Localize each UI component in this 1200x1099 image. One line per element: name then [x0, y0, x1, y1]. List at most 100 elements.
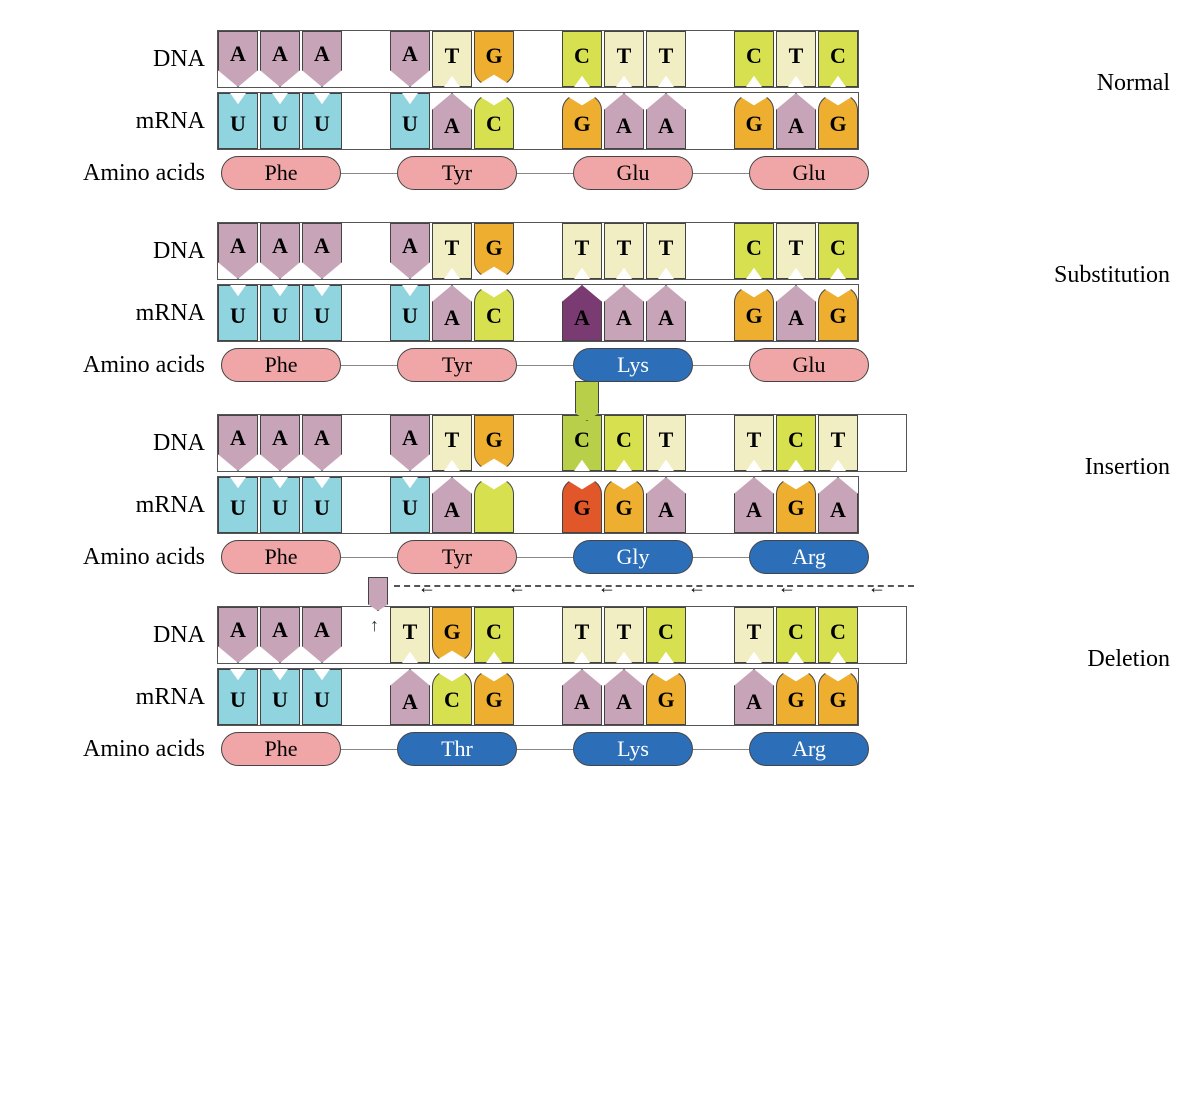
dna-base: A — [218, 607, 258, 663]
aa-label: Amino acids — [40, 352, 217, 379]
mrna-base: A — [646, 285, 686, 341]
dna-base: C — [818, 607, 858, 663]
dna-base: C — [776, 415, 816, 471]
panel-normal: DNAAAAATGCTTCTCmRNAUUUUACGAAGAGAmino aci… — [40, 30, 1160, 190]
mrna-base: G — [562, 477, 602, 533]
mrna-base: U — [302, 93, 342, 149]
mrna-strip: UUUUACGAAGAG — [217, 92, 859, 150]
dna-base: C — [562, 31, 602, 87]
mrna-base: U — [218, 477, 258, 533]
dna-base: T — [646, 31, 686, 87]
aa-connector — [517, 749, 573, 750]
mrna-base: A — [734, 669, 774, 725]
mrna-base: A — [432, 93, 472, 149]
amino-acid-pill: Arg — [749, 540, 869, 574]
amino-acid-pill: Phe — [221, 156, 341, 190]
dna-base: T — [734, 607, 774, 663]
panel-title: Insertion — [1085, 454, 1170, 481]
dna-base: A — [218, 223, 258, 279]
dna-base: C — [776, 607, 816, 663]
amino-acid-pill: Tyr — [397, 348, 517, 382]
mrna-base: A — [390, 669, 430, 725]
mrna-base: U — [218, 93, 258, 149]
aa-connector — [517, 173, 573, 174]
dna-base: A — [218, 415, 258, 471]
shift-arrow-icon: ← — [508, 577, 526, 598]
amino-acid-pill: Phe — [221, 540, 341, 574]
aa-label: Amino acids — [40, 160, 217, 187]
aa-track: PheTyrGlyArg — [221, 540, 869, 574]
dna-base: A — [218, 31, 258, 87]
mrna-base: A — [776, 285, 816, 341]
dna-base: G — [474, 31, 514, 87]
dna-base: T — [562, 223, 602, 279]
shift-arrow-icon: ← — [778, 577, 796, 598]
aa-connector — [693, 749, 749, 750]
dna-base: A — [302, 223, 342, 279]
mrna-base: A — [562, 669, 602, 725]
mrna-strip: UUUACGAAGAGG — [217, 668, 859, 726]
aa-connector — [341, 557, 397, 558]
dna-base: A — [260, 415, 300, 471]
mrna-base: G — [818, 285, 858, 341]
amino-acid-pill: Glu — [749, 348, 869, 382]
dna-base: A — [302, 415, 342, 471]
dna-base: A — [302, 607, 342, 663]
shift-arrow-icon: ← — [598, 577, 616, 598]
insertion-marker-icon — [575, 381, 599, 421]
dna-base: T — [646, 415, 686, 471]
amino-acid-pill: Phe — [221, 732, 341, 766]
mrna-base: G — [734, 93, 774, 149]
dna-base: T — [390, 607, 430, 663]
mrna-base: C — [474, 93, 514, 149]
dna-strip: AAAATGCCTTCT — [217, 414, 907, 472]
mrna-base: A — [646, 93, 686, 149]
dna-base: C — [474, 607, 514, 663]
dna-base: T — [604, 223, 644, 279]
aa-connector — [341, 749, 397, 750]
mrna-base: U — [260, 477, 300, 533]
shift-arrow-icon: ← — [868, 577, 886, 598]
mrna-base: A — [776, 93, 816, 149]
amino-acid-pill: Lys — [573, 732, 693, 766]
dna-base: C — [818, 223, 858, 279]
aa-connector — [341, 173, 397, 174]
mrna-strip: UUUUA GGAAGA — [217, 476, 859, 534]
amino-acid-pill: Tyr — [397, 156, 517, 190]
dna-base: G — [432, 607, 472, 663]
amino-acid-pill: Arg — [749, 732, 869, 766]
dna-base: A — [260, 31, 300, 87]
aa-track: PheThrLysArg — [221, 732, 869, 766]
deletion-up-arrow-icon: ↑ — [370, 615, 379, 636]
mrna-base: G — [604, 477, 644, 533]
mrna-base: C — [432, 669, 472, 725]
dna-base: C — [734, 223, 774, 279]
panel-title: Normal — [1097, 70, 1170, 97]
dna-base: T — [646, 223, 686, 279]
mrna-label: mRNA — [40, 492, 217, 519]
mrna-base: U — [260, 669, 300, 725]
mrna-label: mRNA — [40, 300, 217, 327]
amino-acid-pill: Lys — [573, 348, 693, 382]
dna-base: G — [474, 223, 514, 279]
mrna-base: U — [390, 93, 430, 149]
panel-title: Substitution — [1054, 262, 1170, 289]
mrna-base: A — [562, 285, 602, 341]
dna-strip: AAAATGCTTCTC — [217, 30, 859, 88]
dna-label: DNA — [40, 430, 217, 457]
dna-base: A — [390, 31, 430, 87]
amino-acid-pill: Tyr — [397, 540, 517, 574]
panel-substitution: DNAAAAATGTTTCTCmRNAUUUUACAAAGAGAmino aci… — [40, 222, 1160, 382]
dna-label: DNA — [40, 622, 217, 649]
mrna-base: A — [604, 93, 644, 149]
dna-base: A — [260, 223, 300, 279]
mrna-base: U — [302, 669, 342, 725]
shift-arrow-icon: ← — [688, 577, 706, 598]
mutation-diagram: DNAAAAATGCTTCTCmRNAUUUUACGAAGAGAmino aci… — [40, 30, 1160, 766]
dna-base: T — [734, 415, 774, 471]
mrna-label: mRNA — [40, 108, 217, 135]
mrna-base: G — [474, 669, 514, 725]
dna-base: C — [818, 31, 858, 87]
dna-strip: AAATGCTTCTCC↑←←←←←← — [217, 606, 907, 664]
mrna-base: A — [818, 477, 858, 533]
